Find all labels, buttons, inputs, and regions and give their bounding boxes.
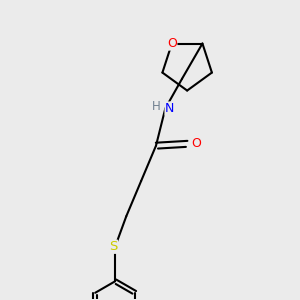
- Text: O: O: [191, 137, 201, 150]
- Text: N: N: [165, 102, 174, 115]
- Text: S: S: [109, 240, 118, 253]
- Text: H: H: [152, 100, 160, 113]
- Text: O: O: [167, 37, 177, 50]
